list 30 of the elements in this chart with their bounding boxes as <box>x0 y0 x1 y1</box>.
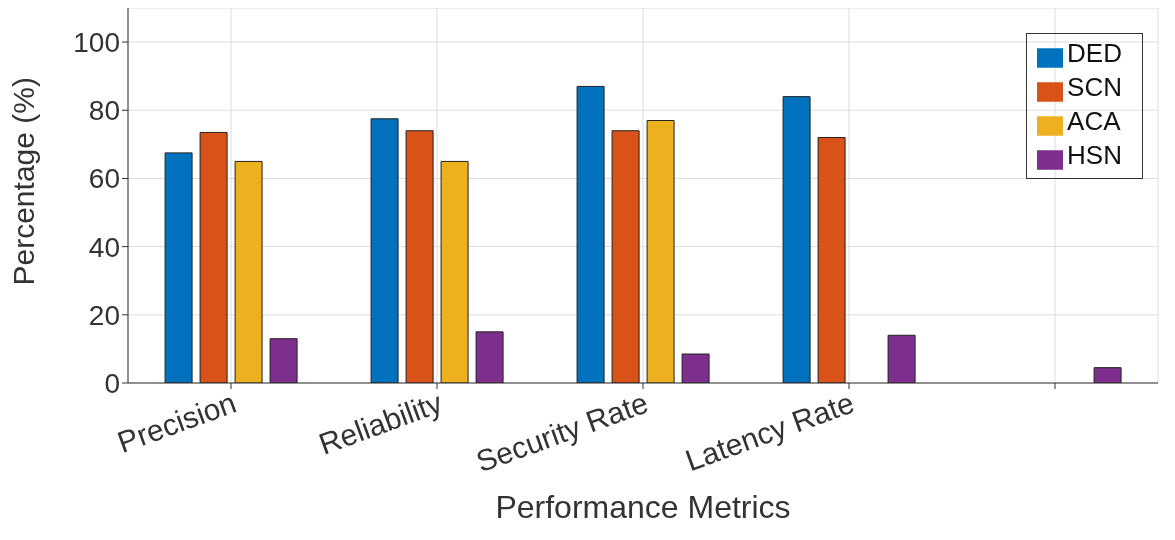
bar <box>646 120 675 383</box>
bar <box>370 118 399 383</box>
bar <box>475 331 504 383</box>
y-tick-label: 100 <box>73 27 120 59</box>
legend-label: SCN <box>1067 72 1122 102</box>
x-tick-label: Security Rate <box>471 385 653 479</box>
bar <box>405 130 434 383</box>
bar <box>269 338 298 383</box>
bar <box>611 130 640 383</box>
y-tick-label: 60 <box>88 163 120 195</box>
bar <box>817 137 846 383</box>
bar <box>440 160 469 383</box>
bar <box>1093 367 1122 383</box>
bar <box>199 131 228 383</box>
bar <box>234 160 263 383</box>
x-axis-title: Performance Metrics <box>495 489 791 525</box>
bar <box>681 353 710 383</box>
y-tick-label: 40 <box>88 231 120 263</box>
legend-label: HSN <box>1067 140 1122 170</box>
y-tick-label: 20 <box>88 299 120 331</box>
legend-label: DED <box>1067 38 1122 68</box>
bar <box>576 85 605 383</box>
y-axis-title: Percentage (%) <box>6 77 40 286</box>
bar <box>164 152 193 383</box>
legend-label: ACA <box>1067 106 1121 136</box>
bar <box>782 96 811 383</box>
y-tick-label: 0 <box>104 367 120 399</box>
bar <box>887 334 916 383</box>
x-tick-label: Latency Rate <box>680 385 859 478</box>
y-tick-label: 80 <box>88 95 120 127</box>
